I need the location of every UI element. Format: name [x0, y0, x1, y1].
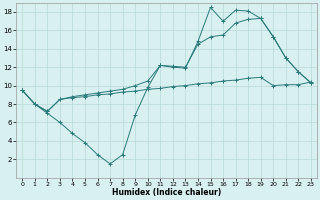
X-axis label: Humidex (Indice chaleur): Humidex (Indice chaleur)	[112, 188, 221, 197]
